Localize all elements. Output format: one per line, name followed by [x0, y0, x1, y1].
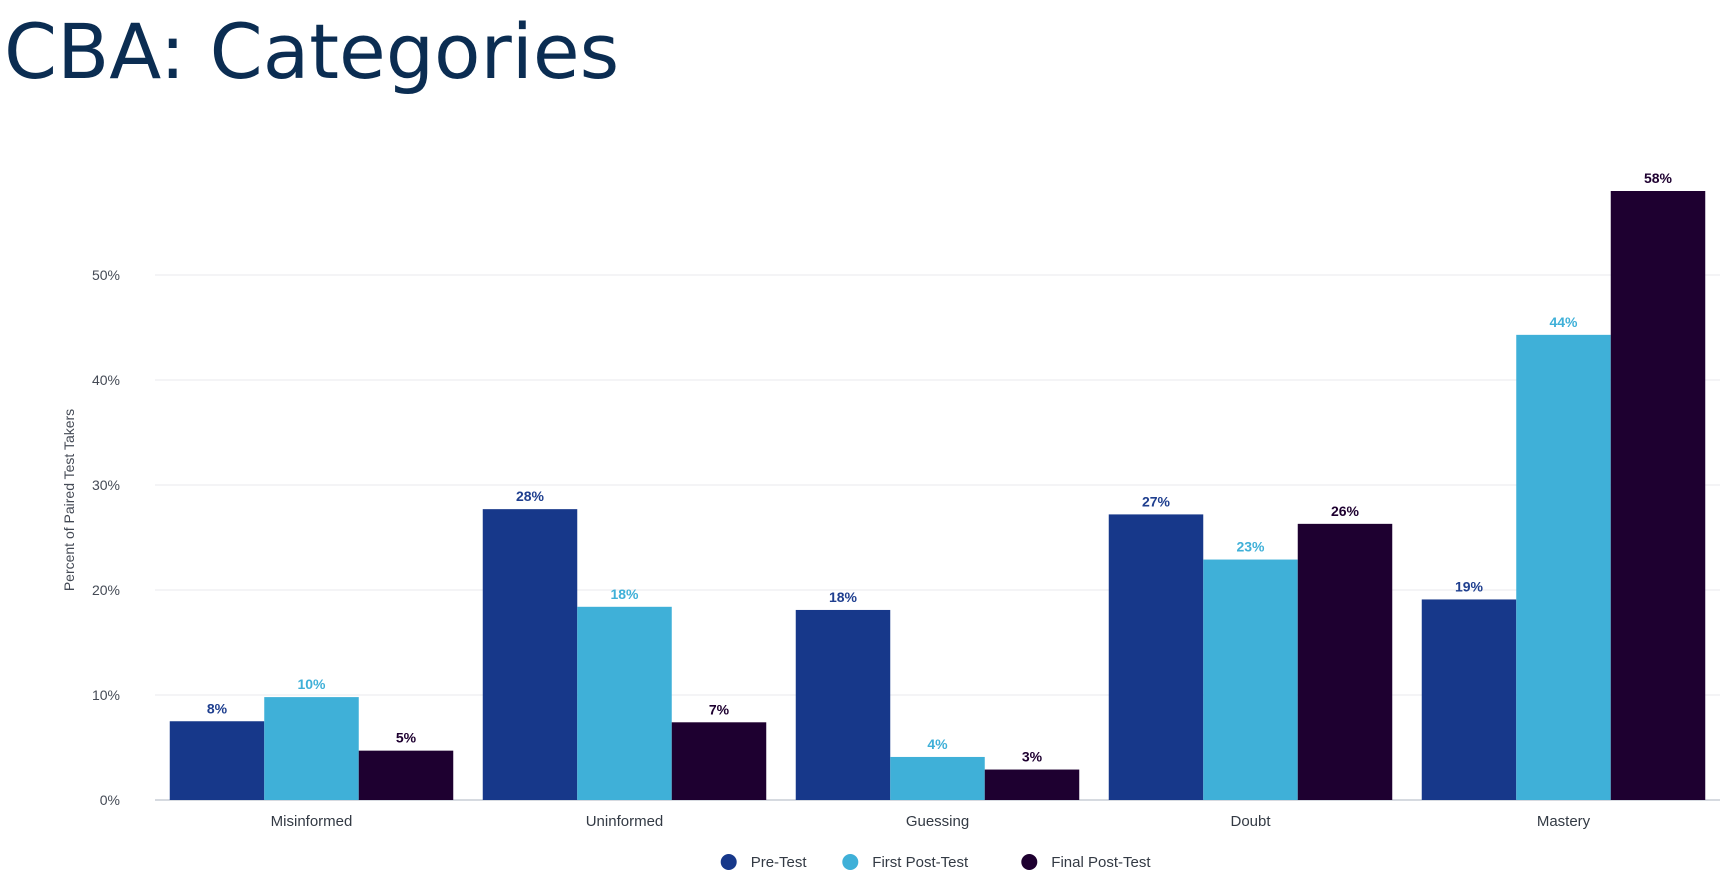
bar-misinformed-pre-test: [169, 721, 265, 800]
y-tick-label: 0%: [100, 792, 120, 808]
x-category-label: Uninformed: [586, 813, 664, 830]
y-tick-label: 10%: [92, 687, 120, 703]
x-category-label: Guessing: [906, 813, 969, 830]
bar-misinformed-first-post-test: [264, 697, 359, 800]
y-axis-ticks: 0% 10% 20% 30% 40% 50%: [92, 267, 120, 808]
x-category-label: Misinformed: [271, 813, 353, 830]
data-label: 8%: [207, 700, 228, 716]
y-tick-label: 50%: [92, 267, 120, 283]
bar-uninformed-first-post-test: [577, 606, 672, 800]
y-tick-label: 40%: [92, 372, 120, 388]
bar-mastery-pre-test: [1421, 599, 1517, 800]
data-label: 5%: [396, 730, 417, 746]
bar-doubt-final-post-test: [1297, 523, 1393, 800]
x-category-label: Mastery: [1537, 813, 1591, 830]
bars: [169, 191, 1706, 800]
bar-uninformed-final-post-test: [671, 722, 767, 800]
data-label: 18%: [610, 586, 639, 602]
legend: Pre-Test First Post-Test Final Post-Test: [720, 854, 1151, 871]
data-label: 7%: [709, 701, 730, 717]
bar-doubt-pre-test: [1108, 514, 1204, 800]
legend-label: Final Post-Test: [1051, 854, 1151, 871]
data-labels: 8% 10% 5% 28% 18% 7% 18% 4% 3% 27% 23% 26% 19% 44% 58%: [207, 170, 1673, 765]
bar-mastery-first-post-test: [1516, 334, 1611, 800]
legend-item[interactable]: Final Post-Test: [1021, 854, 1151, 871]
bar-uninformed-pre-test: [482, 509, 578, 800]
data-label: 26%: [1331, 503, 1360, 519]
y-tick-label: 30%: [92, 477, 120, 493]
bar-guessing-pre-test: [795, 609, 891, 800]
legend-marker: [1021, 854, 1038, 870]
bar-doubt-first-post-test: [1203, 559, 1298, 800]
bar-guessing-first-post-test: [890, 756, 985, 800]
data-label: 18%: [829, 589, 858, 605]
data-label: 23%: [1236, 539, 1265, 555]
data-label: 19%: [1455, 578, 1484, 594]
data-label: 3%: [1022, 749, 1043, 765]
legend-item[interactable]: Pre-Test: [720, 854, 808, 871]
data-label: 58%: [1644, 170, 1673, 186]
bar-mastery-final-post-test: [1610, 191, 1706, 800]
legend-marker: [720, 854, 737, 870]
data-label: 28%: [516, 488, 545, 504]
data-label: 4%: [927, 736, 948, 752]
x-category-label: Doubt: [1230, 813, 1271, 830]
legend-label: First Post-Test: [872, 854, 969, 871]
data-label: 10%: [297, 676, 326, 692]
legend-item[interactable]: First Post-Test: [842, 854, 969, 871]
data-label: 44%: [1549, 314, 1578, 330]
x-axis-categories: Misinformed Uninformed Guessing Doubt Master…: [271, 813, 1591, 830]
page-title: CBA: Categories: [4, 7, 620, 96]
y-axis-title: Percent of Paired Test Takers: [61, 409, 77, 591]
bar-guessing-final-post-test: [984, 769, 1080, 800]
y-tick-label: 20%: [92, 582, 120, 598]
bar-misinformed-final-post-test: [358, 750, 454, 800]
data-label: 27%: [1142, 493, 1171, 509]
legend-marker: [842, 854, 859, 870]
legend-label: Pre-Test: [751, 854, 808, 871]
